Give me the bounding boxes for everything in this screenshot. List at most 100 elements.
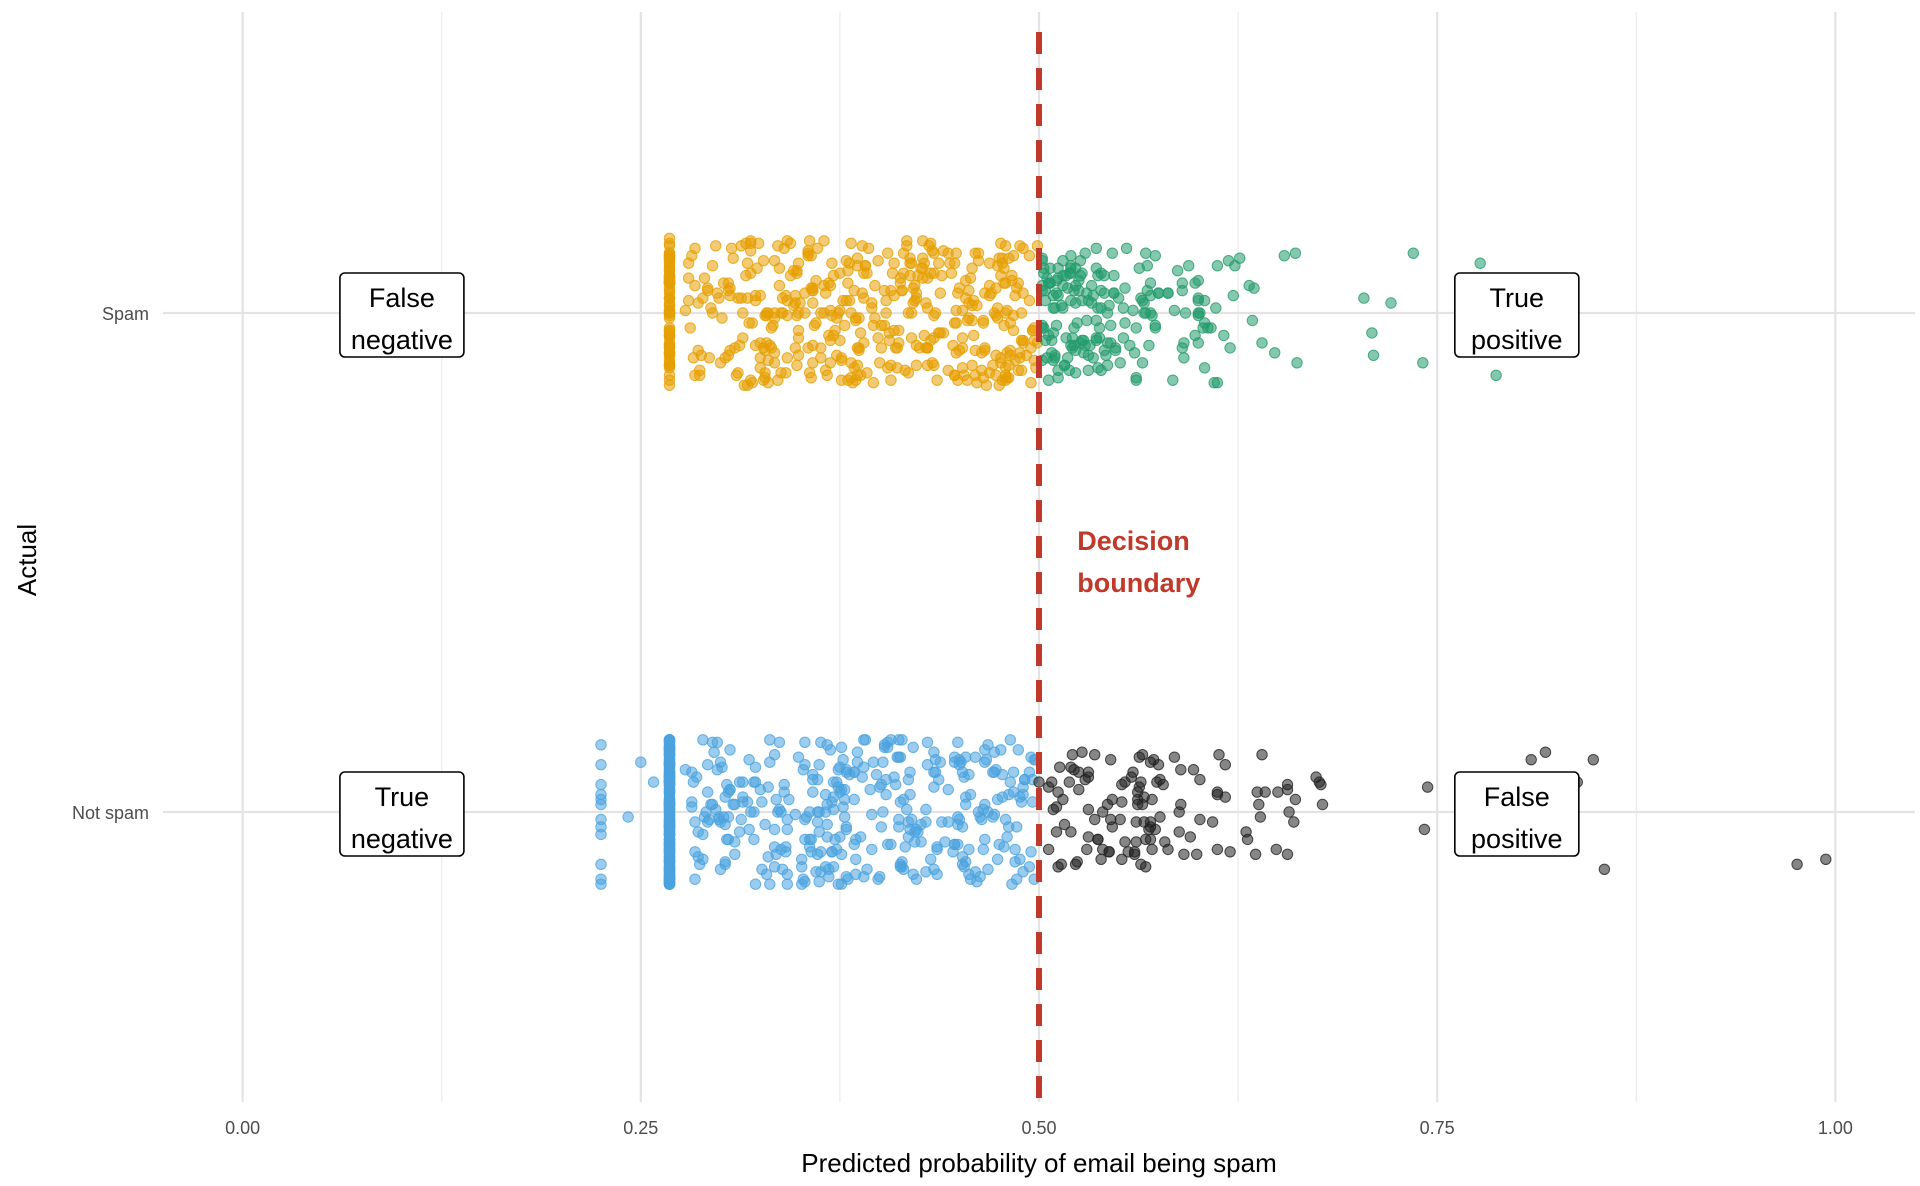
data-point-false-positive bbox=[1144, 756, 1157, 768]
data-point-true-negative bbox=[929, 754, 942, 766]
data-point-false-negative bbox=[995, 352, 1007, 364]
data-point-false-negative bbox=[988, 307, 1001, 319]
data-point-false-negative bbox=[743, 317, 755, 329]
data-point-false-positive bbox=[1119, 776, 1131, 788]
x-tick-label: 0.00 bbox=[225, 1118, 260, 1138]
data-point-true-negative bbox=[737, 796, 749, 808]
data-point-true-negative bbox=[759, 818, 771, 831]
data-point-true-negative bbox=[905, 813, 918, 826]
quadrant-label-text: False bbox=[369, 283, 435, 313]
data-point-true-negative bbox=[1001, 831, 1013, 843]
data-point-false-negative bbox=[702, 284, 714, 297]
data-point-true-positive bbox=[1117, 302, 1130, 314]
data-point-true-negative bbox=[813, 876, 825, 888]
data-point-true-positive bbox=[1071, 317, 1083, 329]
data-point-false-negative bbox=[792, 307, 805, 319]
data-point-false-positive bbox=[1272, 786, 1284, 798]
data-point-true-positive bbox=[1366, 327, 1378, 339]
data-point-true-positive bbox=[1093, 322, 1106, 334]
data-point-false-negative bbox=[1004, 317, 1016, 329]
data-point-false-positive bbox=[1157, 778, 1169, 791]
data-point-true-positive bbox=[1205, 322, 1217, 334]
y-tick-label: Spam bbox=[102, 304, 149, 324]
data-point-false-negative bbox=[934, 287, 946, 299]
data-point-false-negative bbox=[682, 294, 695, 307]
data-point-false-positive bbox=[1187, 764, 1200, 776]
data-point-false-negative bbox=[757, 374, 770, 386]
data-point-true-negative bbox=[877, 756, 889, 768]
data-point-false-negative bbox=[803, 235, 816, 247]
data-point-true-negative bbox=[789, 808, 801, 821]
data-point-true-negative bbox=[1007, 766, 1020, 778]
data-point-true-positive bbox=[1114, 357, 1126, 369]
data-point-false-positive bbox=[1175, 764, 1187, 776]
data-point-false-negative bbox=[737, 307, 749, 319]
data-point-true-negative bbox=[953, 759, 966, 771]
data-point-true-negative bbox=[960, 791, 972, 803]
data-point-true-negative bbox=[972, 806, 985, 818]
data-point-true-negative bbox=[595, 858, 607, 870]
data-point-true-positive bbox=[1144, 277, 1157, 289]
data-point-true-negative bbox=[719, 858, 731, 870]
data-point-true-negative bbox=[991, 853, 1004, 865]
data-point-true-negative bbox=[764, 734, 776, 746]
data-point-false-negative bbox=[861, 367, 873, 379]
data-point-true-positive bbox=[1128, 347, 1141, 359]
data-point-false-negative bbox=[888, 289, 900, 302]
data-point-true-negative bbox=[768, 841, 781, 853]
data-point-false-negative bbox=[821, 369, 833, 381]
data-point-false-positive bbox=[1820, 853, 1832, 865]
data-point-false-negative bbox=[845, 307, 857, 319]
quadrant-label-text: False bbox=[1484, 782, 1550, 812]
x-axis-ticks: 0.00 0.25 0.50 0.75 1.00 bbox=[225, 1118, 1853, 1138]
data-point-true-negative bbox=[595, 739, 607, 751]
data-point-true-positive bbox=[1210, 302, 1222, 314]
data-point-true-negative bbox=[647, 776, 660, 788]
data-point-true-negative bbox=[764, 756, 776, 768]
data-point-true-negative bbox=[815, 866, 827, 878]
data-point-true-positive bbox=[1192, 337, 1205, 349]
data-point-false-negative bbox=[853, 342, 865, 354]
data-point-true-positive bbox=[1135, 292, 1147, 304]
y-axis-ticks: Not spam Spam bbox=[72, 304, 149, 823]
data-point-false-negative bbox=[880, 307, 892, 319]
data-point-false-negative bbox=[745, 245, 757, 257]
data-point-true-negative bbox=[874, 871, 886, 883]
data-point-false-positive bbox=[1132, 786, 1144, 798]
data-point-true-positive bbox=[1117, 332, 1130, 344]
data-point-true-negative bbox=[686, 796, 698, 808]
data-point-true-negative bbox=[1017, 788, 1029, 801]
data-point-false-negative bbox=[950, 304, 962, 317]
data-point-true-negative bbox=[851, 746, 864, 758]
data-point-false-negative bbox=[948, 317, 961, 329]
data-point-true-negative bbox=[947, 846, 959, 858]
data-point-false-negative bbox=[921, 272, 934, 284]
data-point-true-negative bbox=[851, 756, 864, 768]
data-point-false-negative bbox=[1025, 377, 1037, 389]
data-point-false-positive bbox=[1184, 831, 1197, 843]
data-point-false-positive bbox=[1069, 858, 1082, 870]
data-point-true-negative bbox=[952, 736, 964, 748]
data-point-false-negative bbox=[936, 269, 948, 282]
data-point-false-positive bbox=[1054, 761, 1066, 773]
data-point-true-negative bbox=[803, 841, 816, 853]
data-point-true-negative bbox=[827, 861, 840, 873]
data-point-true-negative bbox=[595, 778, 607, 791]
data-point-false-negative bbox=[663, 252, 676, 264]
data-point-true-positive bbox=[1246, 314, 1259, 327]
data-point-true-positive bbox=[1108, 287, 1120, 299]
data-point-true-positive bbox=[1057, 302, 1069, 314]
data-point-false-negative bbox=[902, 307, 915, 319]
data-point-false-positive bbox=[1089, 813, 1101, 826]
data-point-false-negative bbox=[1001, 304, 1013, 317]
data-point-true-positive bbox=[1407, 247, 1420, 259]
data-point-true-negative bbox=[882, 736, 894, 748]
data-point-false-negative bbox=[839, 319, 851, 332]
quadrant-label: True positive bbox=[1454, 272, 1580, 358]
data-point-true-negative bbox=[811, 816, 824, 828]
data-point-false-negative bbox=[920, 297, 932, 309]
data-point-false-negative bbox=[824, 357, 837, 369]
data-point-true-negative bbox=[748, 776, 760, 788]
data-point-true-negative bbox=[749, 761, 762, 773]
data-point-true-negative bbox=[780, 846, 792, 858]
